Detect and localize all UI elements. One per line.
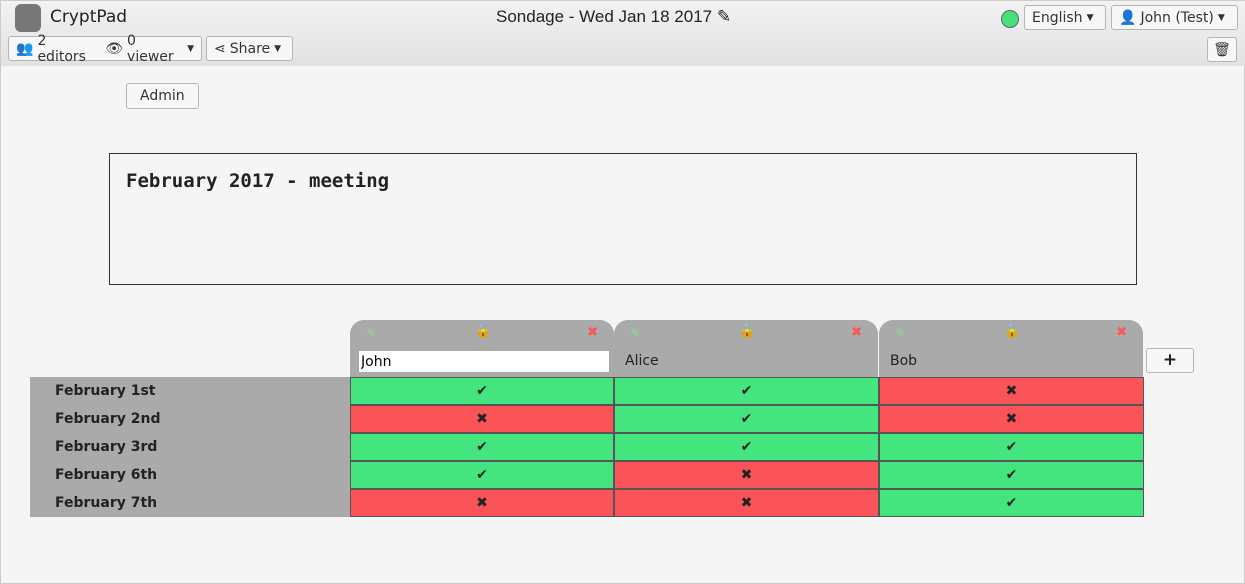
poll-cell-yes[interactable]: ✔ — [614, 377, 879, 405]
row-label: February 3rd — [30, 433, 350, 461]
row-label: February 6th — [30, 461, 350, 489]
users-icon: 👥 — [16, 40, 34, 57]
connection-status-indicator — [1001, 10, 1019, 28]
cross-icon: ✖ — [740, 495, 753, 511]
poll-cell-yes[interactable]: ✔ — [614, 405, 879, 433]
pencil-icon[interactable]: ✎ — [716, 7, 732, 26]
trash-icon: 🗑 — [1213, 41, 1231, 58]
poll-cell-yes[interactable]: ✔ — [879, 489, 1144, 517]
column-header: ✎ 🔓 ✖ — [350, 320, 614, 377]
poll-cell-yes[interactable]: ✔ — [614, 433, 879, 461]
trash-button[interactable]: 🗑 — [1207, 37, 1237, 62]
cross-icon: ✖ — [1005, 411, 1018, 427]
poll-cell-yes[interactable]: ✔ — [879, 433, 1144, 461]
add-column-button[interactable]: + — [1146, 348, 1194, 373]
chevron-down-icon: ▼ — [187, 43, 194, 54]
chevron-down-icon: ▼ — [1217, 12, 1225, 23]
check-icon: ✔ — [740, 383, 753, 399]
poll-cell-yes[interactable]: ✔ — [879, 461, 1144, 489]
check-icon: ✔ — [740, 439, 753, 455]
poll-cell-no[interactable]: ✖ — [614, 461, 879, 489]
user-label: John (Test) — [1140, 9, 1214, 26]
poll-cell-yes[interactable]: ✔ — [350, 461, 614, 489]
column-name: Alice — [625, 353, 659, 369]
app-name: CryptPad — [50, 7, 128, 27]
check-icon: ✔ — [476, 439, 488, 455]
language-select[interactable]: English ▼ — [1024, 5, 1106, 30]
edit-column-icon[interactable]: ✎ — [630, 326, 641, 340]
share-label: Share — [229, 40, 271, 57]
check-icon: ✔ — [740, 411, 753, 427]
poll-cell-yes[interactable]: ✔ — [350, 433, 614, 461]
language-label: English — [1032, 9, 1083, 26]
check-icon: ✔ — [1005, 495, 1018, 511]
poll-cell-no[interactable]: ✖ — [614, 489, 879, 517]
admin-button[interactable]: Admin — [126, 83, 199, 109]
poll-cell-no[interactable]: ✖ — [879, 377, 1144, 405]
share-button[interactable]: ⋖ Share ▼ — [206, 36, 293, 61]
poll-cell-no[interactable]: ✖ — [350, 405, 614, 433]
cryptpad-logo-icon — [15, 4, 41, 32]
column-name: Bob — [890, 353, 918, 369]
check-icon: ✔ — [1005, 439, 1018, 455]
edit-column-icon[interactable]: ✎ — [366, 326, 377, 340]
edit-column-icon[interactable]: ✎ — [895, 326, 906, 340]
pad-title-text: Sondage - Wed Jan 18 2017 — [496, 7, 713, 26]
remove-column-icon[interactable]: ✖ — [851, 325, 862, 340]
row-label: February 7th — [30, 489, 350, 517]
remove-column-icon[interactable]: ✖ — [587, 325, 598, 340]
user-icon: 👤 — [1119, 9, 1137, 26]
users-button[interactable]: 👥 2 editors 👁 0 viewer ▼ — [8, 33, 202, 65]
row-label: February 2nd — [30, 405, 350, 433]
pad-title[interactable]: Sondage - Wed Jan 18 2017 ✎ — [496, 7, 731, 27]
poll-cell-no[interactable]: ✖ — [350, 489, 614, 517]
check-icon: ✔ — [476, 383, 488, 399]
editors-count: 2 editors — [37, 32, 86, 65]
column-header: ✎ 🔒 ✖ Alice — [614, 320, 878, 377]
share-icon: ⋖ — [214, 40, 226, 57]
cross-icon: ✖ — [476, 495, 488, 511]
cross-icon: ✖ — [1005, 383, 1018, 399]
column-header: ✎ 🔒 ✖ Bob — [879, 320, 1143, 377]
unlock-icon[interactable]: 🔓 — [475, 324, 492, 339]
check-icon: ✔ — [1005, 467, 1018, 483]
eye-icon: 👁 — [105, 40, 124, 57]
poll-cell-no[interactable]: ✖ — [879, 405, 1144, 433]
row-label: February 1st — [30, 377, 350, 405]
toolbar: CryptPad Sondage - Wed Jan 18 2017 ✎ 👥 2 … — [1, 1, 1245, 66]
check-icon: ✔ — [476, 467, 488, 483]
chevron-down-icon: ▼ — [1086, 12, 1094, 23]
admin-label: Admin — [140, 88, 185, 104]
cross-icon: ✖ — [476, 411, 488, 427]
lock-icon[interactable]: 🔒 — [1004, 324, 1021, 339]
cross-icon: ✖ — [740, 467, 753, 483]
column-name-input[interactable] — [359, 351, 609, 372]
description-text: February 2017 - meeting — [126, 170, 390, 192]
viewers-count: 0 viewer — [127, 32, 174, 65]
remove-column-icon[interactable]: ✖ — [1116, 325, 1127, 340]
user-menu-button[interactable]: 👤 John (Test) ▼ — [1111, 5, 1238, 30]
description-editor[interactable]: February 2017 - meeting — [109, 153, 1137, 285]
poll-cell-yes[interactable]: ✔ — [350, 377, 614, 405]
chevron-down-icon: ▼ — [274, 43, 282, 54]
lock-icon[interactable]: 🔒 — [739, 324, 756, 339]
